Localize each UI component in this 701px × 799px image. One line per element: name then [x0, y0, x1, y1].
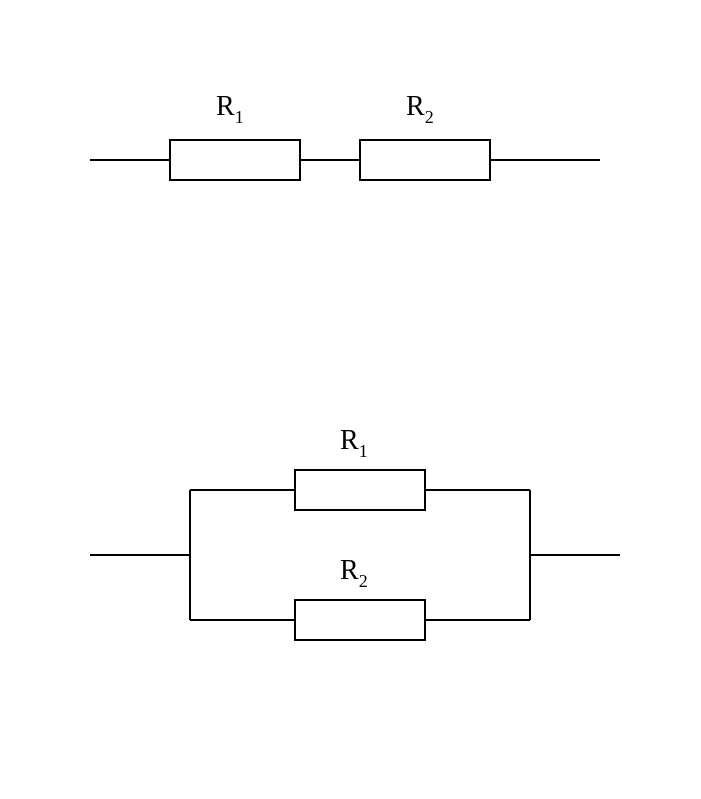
label-r1: R1 — [340, 425, 368, 461]
circuit-diagram: R1 R2 R1 R2 — [0, 0, 701, 799]
resistor-r2 — [295, 600, 425, 640]
resistor-r1 — [170, 140, 300, 180]
resistor-r1 — [295, 470, 425, 510]
label-r2: R2 — [406, 91, 434, 127]
label-r1: R1 — [216, 91, 244, 127]
label-r2: R2 — [340, 555, 368, 591]
resistor-r2 — [360, 140, 490, 180]
parallel-circuit: R1 R2 — [90, 425, 620, 640]
series-circuit: R1 R2 — [90, 91, 600, 180]
